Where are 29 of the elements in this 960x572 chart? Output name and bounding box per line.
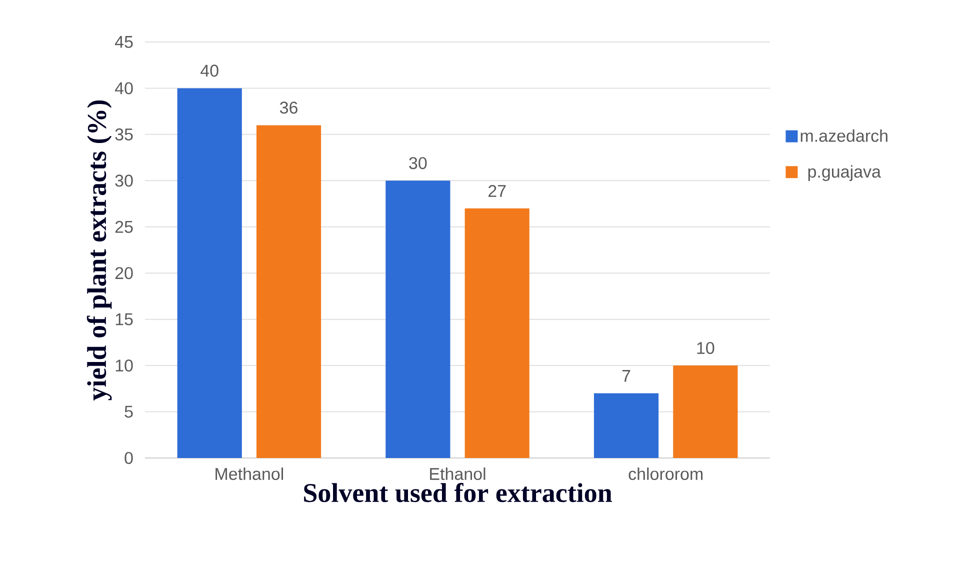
y-tick-label: 25 [115,220,133,233]
y-tick-label: 30 [115,174,133,187]
y-tick-label: 35 [115,128,133,140]
bar [594,393,659,458]
y-tick-label: 15 [116,313,133,326]
bar [386,180,450,458]
data-label: 27 [488,184,506,197]
data-label: 36 [280,102,298,114]
y-tick-label: 20 [115,267,133,280]
bar [673,366,738,458]
data-label: 10 [697,342,714,354]
x-tick-label: Ethanol [430,468,486,480]
bar [177,88,242,458]
y-tick-label: 0 [124,452,133,464]
y-tick-label: 45 [114,36,133,48]
bar [464,208,530,458]
y-axis-title: yield of plant extracts (%) [86,100,112,400]
x-tick-label: Methanol [216,468,283,480]
x-axis-title: Solvent used for extraction [304,482,612,502]
legend-label: m.azedarch [800,129,888,142]
x-tick-label: chlororom [628,468,702,480]
data-label: 7 [622,370,630,382]
y-tick-label: 10 [116,360,133,372]
data-label: 40 [200,64,218,77]
bar [256,125,322,458]
legend-label: p.guajava [808,165,881,182]
y-tick-label: 40 [114,82,133,94]
data-label: 30 [409,157,427,170]
y-tick-label: 5 [124,406,133,418]
